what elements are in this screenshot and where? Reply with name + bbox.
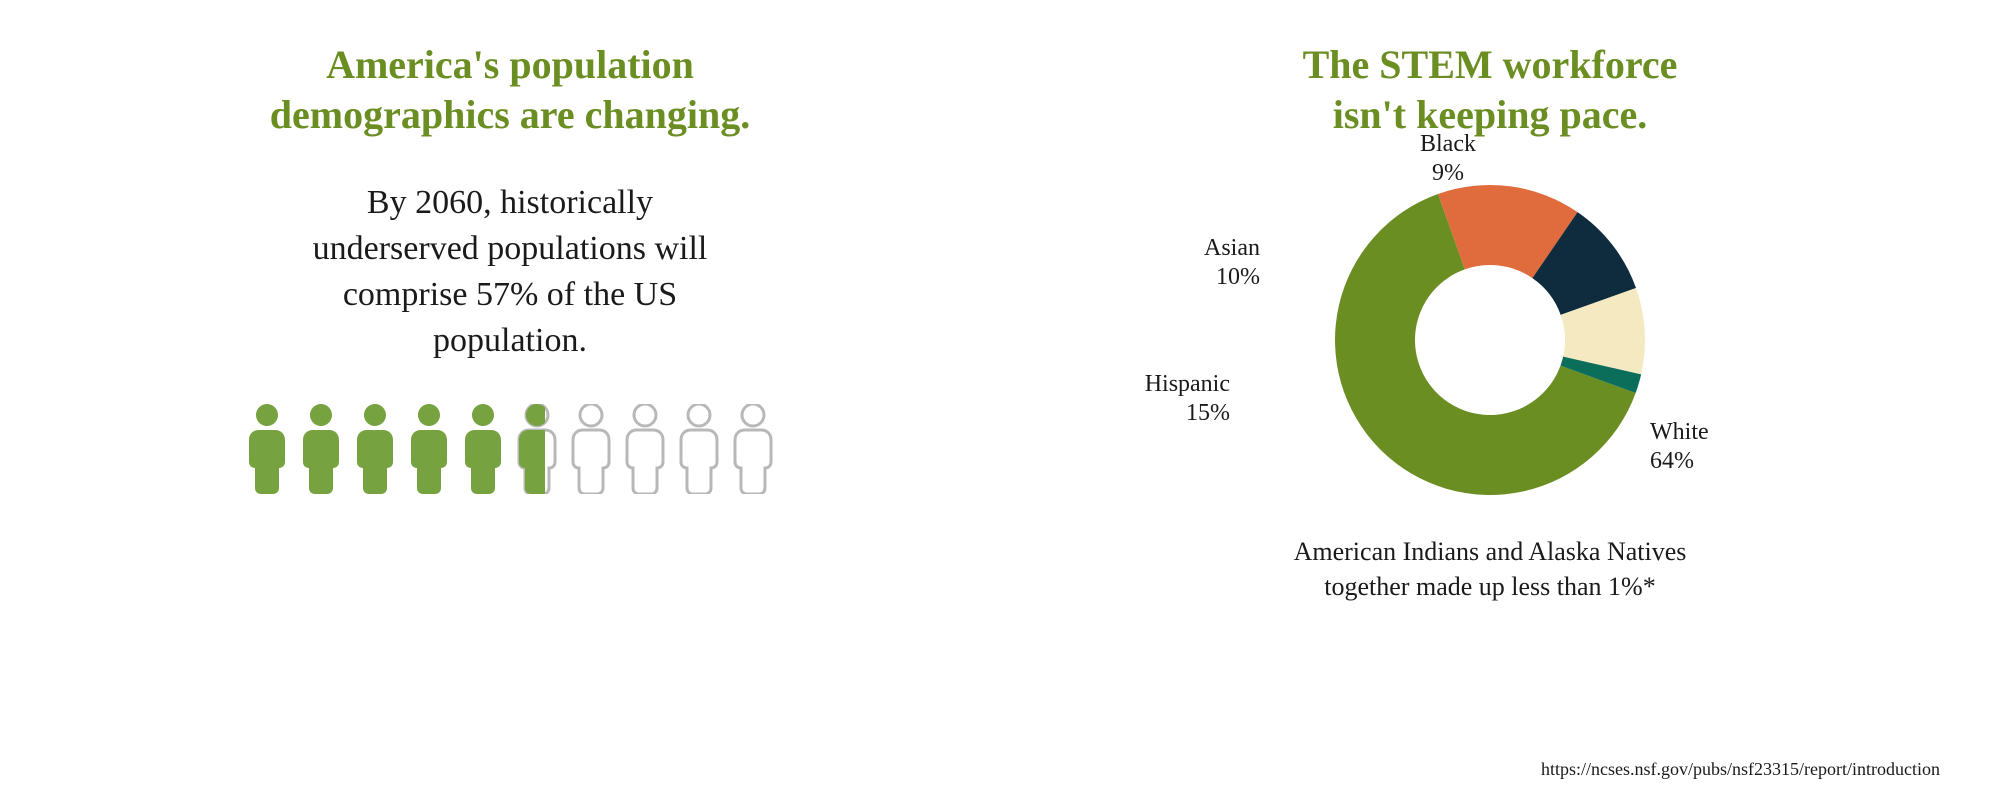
right-headline-line2: isn't keeping pace. <box>1333 92 1647 137</box>
donut-svg <box>1320 170 1660 510</box>
right-headline: The STEM workforce isn't keeping pace. <box>1303 40 1678 140</box>
person-icon <box>409 404 449 494</box>
donut-label-hispanic: Hispanic15% <box>1145 370 1230 428</box>
caption-line1: American Indians and Alaska Natives <box>1294 537 1687 566</box>
right-panel: The STEM workforce isn't keeping pace. W… <box>1000 40 1940 780</box>
person-icon <box>733 404 773 494</box>
left-headline-line2: demographics are changing. <box>270 92 750 137</box>
donut-chart: White64%Hispanic15%Asian10%Black9% <box>1320 170 1660 510</box>
person-icon <box>571 404 611 494</box>
donut-caption: American Indians and Alaska Natives toge… <box>1294 534 1687 604</box>
pictograph-people <box>247 404 773 494</box>
person-icon <box>247 404 287 494</box>
left-body-line4: population. <box>433 322 587 359</box>
source-text: https://ncses.nsf.gov/pubs/nsf23315/repo… <box>1541 759 1940 779</box>
caption-line2: together made up less than 1%* <box>1324 572 1655 601</box>
person-icon <box>355 404 395 494</box>
left-panel: America's population demographics are ch… <box>60 40 1000 780</box>
donut-label-white: White64% <box>1650 418 1709 476</box>
donut-label-black: Black9% <box>1420 130 1476 188</box>
infographic-container: America's population demographics are ch… <box>0 0 2000 800</box>
right-headline-line1: The STEM workforce <box>1303 42 1678 87</box>
person-icon <box>463 404 503 494</box>
person-icon <box>625 404 665 494</box>
donut-label-asian: Asian10% <box>1204 234 1260 292</box>
left-body-line2: underserved populations will <box>313 230 708 267</box>
left-headline-line1: America's population <box>326 42 694 87</box>
left-body-line1: By 2060, historically <box>367 184 653 221</box>
person-icon <box>679 404 719 494</box>
left-body-text: By 2060, historically underserved popula… <box>313 180 708 364</box>
person-icon <box>517 404 557 494</box>
left-headline: America's population demographics are ch… <box>270 40 750 140</box>
source-citation: https://ncses.nsf.gov/pubs/nsf23315/repo… <box>1541 759 1940 780</box>
person-icon <box>301 404 341 494</box>
left-body-line3: comprise 57% of the US <box>343 276 677 313</box>
